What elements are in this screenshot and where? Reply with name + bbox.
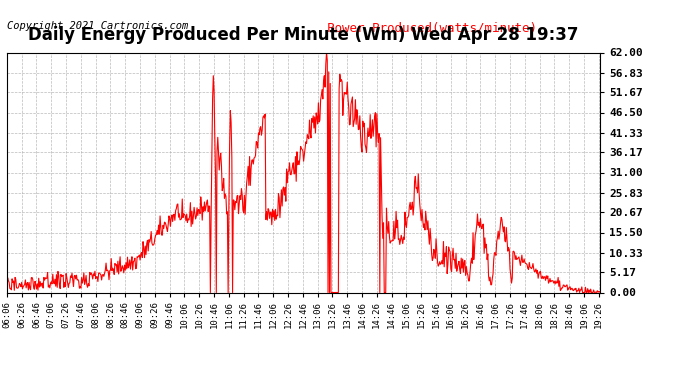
- Text: Copyright 2021 Cartronics.com: Copyright 2021 Cartronics.com: [7, 21, 188, 31]
- Text: Daily Energy Produced Per Minute (Wm) Wed Apr 28 19:37: Daily Energy Produced Per Minute (Wm) We…: [28, 26, 579, 44]
- Text: Power Produced(watts/minute): Power Produced(watts/minute): [327, 21, 538, 34]
